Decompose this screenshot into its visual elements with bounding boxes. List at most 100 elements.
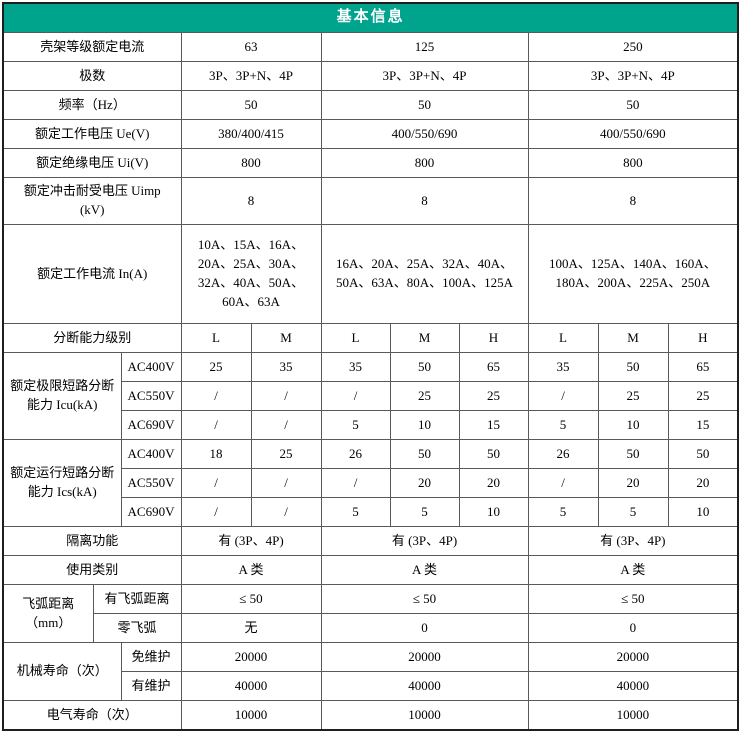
ics-cell: 5 xyxy=(597,497,669,527)
icu-cell: / xyxy=(320,381,391,411)
table-row: 额定工作电压 Ue(V) 380/400/415 400/550/690 400… xyxy=(2,119,739,149)
ics-cell: 10 xyxy=(458,497,529,527)
cell-ui-63: 800 xyxy=(180,148,322,178)
icu-cell: / xyxy=(250,381,322,411)
ics-cell: / xyxy=(180,497,252,527)
row-label-isolation: 隔离功能 xyxy=(2,526,182,556)
icu-cell: 35 xyxy=(250,352,322,382)
table-row: 隔离功能 有 (3P、4P) 有 (3P、4P) 有 (3P、4P) xyxy=(2,526,739,556)
cell-category-125: A 类 xyxy=(320,555,529,585)
row-label-mech: 机械寿命（次） xyxy=(2,642,122,701)
row-label-in: 额定工作电流 In(A) xyxy=(2,224,182,324)
ics-row: 额定运行短路分断能力 Ics(kA) AC400V 18 25 26 50 50… xyxy=(2,439,739,527)
row-label-category: 使用类别 xyxy=(2,555,182,585)
ics-cell: / xyxy=(527,468,599,498)
cell-elec-250: 10000 xyxy=(527,700,739,731)
icu-cell: 25 xyxy=(458,381,529,411)
breaking-level-cell: L xyxy=(320,323,391,353)
cell-isolation-63: 有 (3P、4P) xyxy=(180,526,322,556)
cell-uimp-125: 8 xyxy=(320,177,529,225)
icu-cell: 10 xyxy=(597,410,669,440)
cell-ue-63: 380/400/415 xyxy=(180,119,322,149)
icu-cell: 5 xyxy=(527,410,599,440)
mech-row: 有维护 40000 40000 40000 xyxy=(3,671,739,701)
cell-frame-current-125: 125 xyxy=(320,32,529,62)
cell-category-250: A 类 xyxy=(527,555,739,585)
ics-cell: 5 xyxy=(527,497,599,527)
cell-poles-250: 3P、3P+N、4P xyxy=(527,61,739,91)
icu-sub-label: AC400V xyxy=(120,352,182,382)
breaking-level-cell: M xyxy=(597,323,669,353)
icu-cell: / xyxy=(527,381,599,411)
row-label-ics: 额定运行短路分断能力 Ics(kA) xyxy=(2,439,122,527)
arc-cell-63: 无 xyxy=(180,613,322,643)
table-row: 电气寿命（次） 10000 10000 10000 xyxy=(2,700,739,731)
ics-cell: / xyxy=(250,468,322,498)
ics-sub-label: AC400V xyxy=(120,439,182,469)
ics-cell: 10 xyxy=(667,497,739,527)
mech-row: 机械寿命（次） 免维护 20000 20000 20000 xyxy=(2,642,739,701)
mech-cell-63: 40000 xyxy=(180,671,322,701)
breaking-level-cell: M xyxy=(389,323,460,353)
ics-cell: / xyxy=(180,468,252,498)
row-label-frame-current: 壳架等级额定电流 xyxy=(2,32,182,62)
cell-ui-250: 800 xyxy=(527,148,739,178)
ics-sub-label: AC690V xyxy=(120,497,182,527)
ics-cell: 5 xyxy=(320,497,391,527)
ics-cell: 18 xyxy=(180,439,252,469)
breaking-level-cell: M xyxy=(250,323,322,353)
cell-frequency-125: 50 xyxy=(320,90,529,120)
table-title: 基本信息 xyxy=(2,2,739,33)
row-label-uimp: 额定冲击耐受电压 Uimp (kV) xyxy=(2,177,182,225)
cell-uimp-63: 8 xyxy=(180,177,322,225)
icu-cell: / xyxy=(180,381,252,411)
mech-sub-label: 免维护 xyxy=(120,642,182,672)
ics-cell: 50 xyxy=(597,439,669,469)
mech-cell-250: 40000 xyxy=(527,671,739,701)
table-row: 使用类别 A 类 A 类 A 类 xyxy=(2,555,739,585)
icu-cell: / xyxy=(180,410,252,440)
mech-cell-125: 40000 xyxy=(320,671,529,701)
ics-cell: 26 xyxy=(320,439,391,469)
icu-cell: 35 xyxy=(527,352,599,382)
icu-cell: 50 xyxy=(597,352,669,382)
ics-cell: / xyxy=(250,497,322,527)
icu-row: AC550V / / / 25 25 / 25 25 xyxy=(3,381,739,411)
ics-cell: 26 xyxy=(527,439,599,469)
icu-cell: 65 xyxy=(458,352,529,382)
mech-cell-125: 20000 xyxy=(320,642,529,672)
ics-cell: 50 xyxy=(667,439,739,469)
icu-cell: 15 xyxy=(458,410,529,440)
ics-sub-label: AC550V xyxy=(120,468,182,498)
ics-cell: 20 xyxy=(389,468,460,498)
table-row: 额定绝缘电压 Ui(V) 800 800 800 xyxy=(2,148,739,178)
ics-cell: 50 xyxy=(458,439,529,469)
mech-cell-63: 20000 xyxy=(180,642,322,672)
cell-frequency-63: 50 xyxy=(180,90,322,120)
cell-in-63: 10A、15A、16A、20A、25A、30A、32A、40A、50A、60A、… xyxy=(180,224,322,324)
breaking-level-row: 分断能力级别 L M L M H L M H xyxy=(2,323,739,353)
icu-cell: 25 xyxy=(180,352,252,382)
icu-cell: 25 xyxy=(667,381,739,411)
arc-cell-63: ≤ 50 xyxy=(180,584,322,614)
cell-elec-125: 10000 xyxy=(320,700,529,731)
icu-cell: / xyxy=(250,410,322,440)
cell-ui-125: 800 xyxy=(320,148,529,178)
cell-frequency-250: 50 xyxy=(527,90,739,120)
mech-sub-label: 有维护 xyxy=(120,671,182,701)
cell-frame-current-63: 63 xyxy=(180,32,322,62)
row-label-frequency: 频率（Hz） xyxy=(2,90,182,120)
arc-cell-250: ≤ 50 xyxy=(527,584,739,614)
ics-cell: / xyxy=(320,468,391,498)
icu-cell: 50 xyxy=(389,352,460,382)
icu-cell: 25 xyxy=(597,381,669,411)
icu-sub-label: AC550V xyxy=(120,381,182,411)
table-row: 额定冲击耐受电压 Uimp (kV) 8 8 8 xyxy=(2,177,739,225)
cell-ue-125: 400/550/690 xyxy=(320,119,529,149)
row-label-arc: 飞弧距离 （mm） xyxy=(2,584,94,643)
table-row: 壳架等级额定电流 63 125 250 xyxy=(2,32,739,62)
icu-cell: 10 xyxy=(389,410,460,440)
arc-row: 零飞弧 无 0 0 xyxy=(3,613,739,643)
breaking-level-cell: H xyxy=(667,323,739,353)
